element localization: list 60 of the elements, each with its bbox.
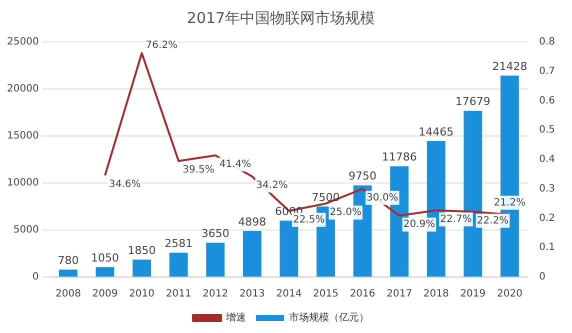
y2-tick-label: 0.8 xyxy=(539,36,556,48)
data-label: 22.7% xyxy=(440,214,472,225)
data-label: 21.2% xyxy=(494,197,526,208)
data-label: 41.4% xyxy=(219,158,252,170)
x-tick-label: 2011 xyxy=(166,288,192,300)
data-label: 9750 xyxy=(348,170,377,183)
x-tick-label: 2018 xyxy=(423,288,449,300)
bar xyxy=(169,252,188,276)
y2-tick-label: 0.2 xyxy=(539,212,556,224)
data-label: 4898 xyxy=(238,215,266,228)
data-label: 76.2% xyxy=(146,40,178,51)
data-label: 14465 xyxy=(418,125,454,138)
y2-tick-label: 0.6 xyxy=(539,95,556,106)
data-label: 11786 xyxy=(382,150,417,164)
legend-label: 市场规模（亿元） xyxy=(289,312,369,324)
x-tick-label: 2009 xyxy=(92,288,118,300)
data-label: 1850 xyxy=(128,244,156,257)
data-label: 1050 xyxy=(91,251,119,264)
data-label: 30.0% xyxy=(366,192,398,204)
data-label: 3650 xyxy=(201,227,230,240)
y-tick-label: 15000 xyxy=(7,130,39,142)
y2-tick-label: 0.5 xyxy=(539,124,556,136)
chart-title: 2017年中国物联网市场规模 xyxy=(186,8,376,27)
data-label: 20.9% xyxy=(403,219,436,230)
data-label: 25.0% xyxy=(330,207,362,218)
data-label: 22.2% xyxy=(476,215,509,226)
x-tick-label: 2017 xyxy=(386,288,412,300)
data-label: 780 xyxy=(58,254,79,268)
y2-tick-label: 0.7 xyxy=(539,66,556,77)
y-tick-label: 10000 xyxy=(7,178,39,189)
data-label: 7500 xyxy=(312,190,340,204)
x-tick-label: 2008 xyxy=(55,288,81,300)
x-tick-label: 2015 xyxy=(313,288,338,300)
legend-label: 增速 xyxy=(225,312,246,324)
y2-tick-label: 0 xyxy=(539,272,546,283)
y2-tick-label: 0.4 xyxy=(539,154,556,166)
bar xyxy=(132,260,151,276)
x-tick-label: 2012 xyxy=(202,288,228,300)
bar xyxy=(59,270,78,276)
bar xyxy=(96,267,114,276)
y2-tick-label: 0.3 xyxy=(539,183,556,194)
y2-tick-label: 0.1 xyxy=(539,242,556,254)
data-label: 21428 xyxy=(492,60,528,73)
x-tick-label: 2016 xyxy=(350,288,376,300)
y-tick-label: 0 xyxy=(32,272,39,283)
x-tick-label: 2019 xyxy=(460,288,486,300)
data-label: 17679 xyxy=(455,95,490,108)
data-label: 2581 xyxy=(164,237,193,250)
bar xyxy=(242,230,262,276)
data-label: 39.5% xyxy=(182,164,214,176)
data-label: 34.2% xyxy=(256,180,288,192)
x-tick-label: 2013 xyxy=(239,288,265,300)
data-label: 34.6% xyxy=(109,178,141,190)
x-tick-label: 2014 xyxy=(276,288,302,300)
bar xyxy=(206,242,225,276)
y-tick-label: 25000 xyxy=(7,36,39,48)
x-tick-label: 2020 xyxy=(496,288,522,300)
y-tick-label: 20000 xyxy=(7,84,39,95)
x-tick-label: 2010 xyxy=(129,288,155,300)
y-tick-label: 5000 xyxy=(13,224,39,236)
